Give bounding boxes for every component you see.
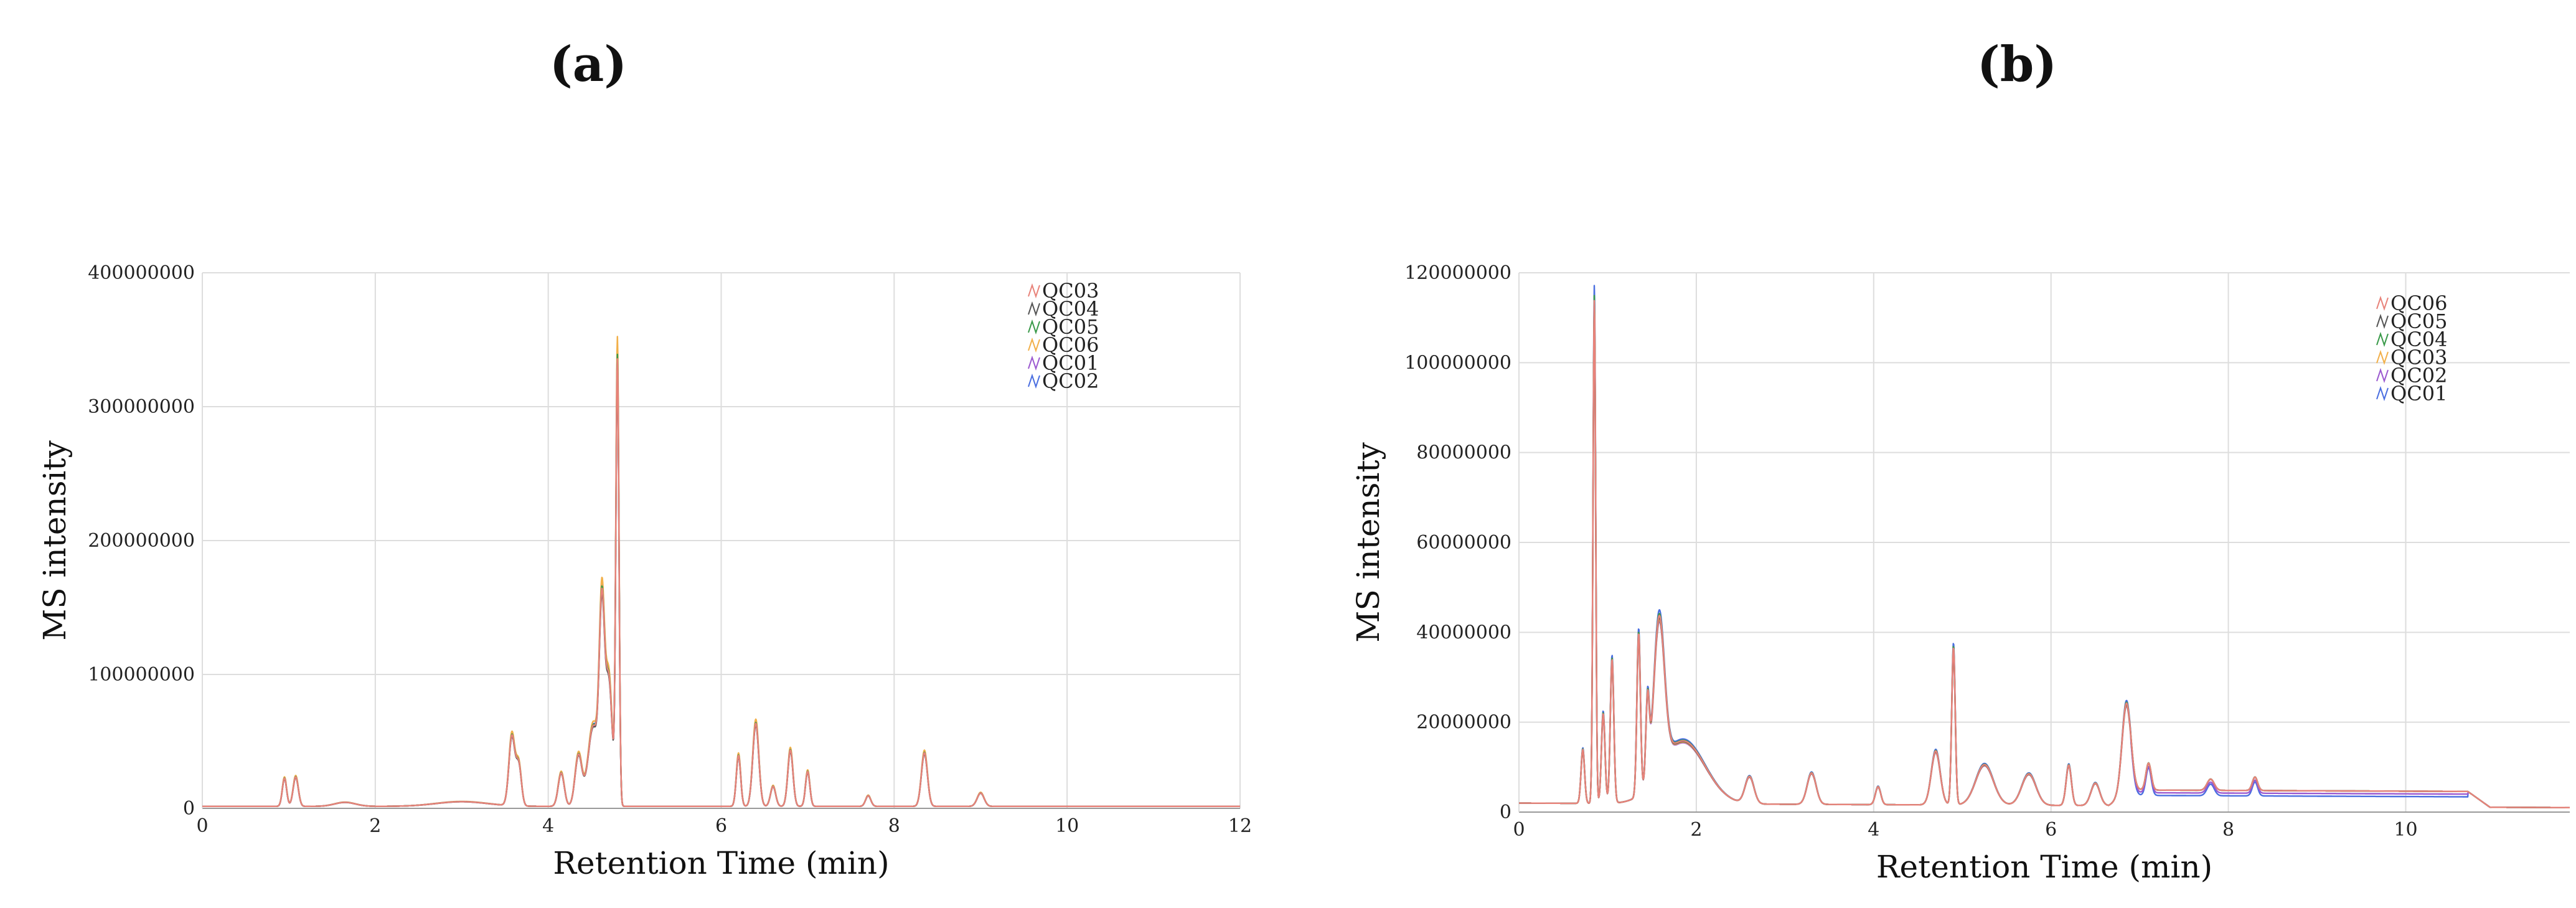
y-tick-label: 0: [183, 798, 195, 820]
x-tick-label: 8: [2222, 819, 2234, 841]
y-tick-label: 80000000: [1416, 442, 1511, 464]
x-axis-title: Retention Time (min): [1876, 849, 2212, 885]
legend-label-qc04: QC04: [1042, 297, 1099, 321]
x-tick-label: 12: [1228, 815, 1252, 837]
legend-swatch-qc06: [1028, 337, 1040, 353]
panel-label-a: (a): [549, 36, 628, 93]
y-tick-label: 200000000: [88, 530, 195, 552]
y-tick-label: 400000000: [88, 262, 195, 284]
y-axis-title: MS intensity: [37, 440, 73, 641]
legend-label-qc05: QC05: [1042, 315, 1099, 339]
legend-label-qc05: QC05: [2390, 310, 2447, 333]
legend-swatch-qc02: [1028, 373, 1040, 389]
x-tick-label: 10: [2394, 819, 2417, 841]
x-tick-label: 4: [542, 815, 554, 837]
x-tick-label: 8: [888, 815, 900, 837]
y-tick-label: 40000000: [1416, 622, 1511, 643]
series-line-qc03: [202, 358, 1241, 807]
legend-swatch-qc04: [1028, 301, 1040, 317]
x-tick-label: 6: [715, 815, 727, 837]
y-tick-label: 60000000: [1416, 532, 1511, 554]
legend-label-qc04: QC04: [2390, 328, 2447, 351]
y-tick-label: 100000000: [88, 664, 195, 686]
legend-swatch-qc05: [1028, 319, 1040, 335]
legend-label-qc01: QC01: [1042, 351, 1099, 375]
x-tick-label: 0: [1513, 819, 1525, 841]
x-axis-title: Retention Time (min): [553, 845, 889, 881]
x-tick-label: 0: [196, 815, 208, 837]
legend-swatch-qc02: [2376, 367, 2389, 384]
legend-swatch-qc03: [1028, 283, 1040, 299]
legend-swatch-qc03: [2376, 349, 2389, 366]
x-tick-label: 10: [1055, 815, 1079, 837]
y-tick-label: 120000000: [1404, 262, 1511, 284]
legend-label-qc02: QC02: [2390, 364, 2447, 387]
legend-swatch-qc06: [2376, 295, 2389, 311]
chart-a-plot: 0 2 4 6 8 10 12 0 100000000 200000000 300000000 400…: [37, 262, 1252, 881]
x-tick-label: 2: [1690, 819, 1702, 841]
series-line-qc06: [1518, 300, 2570, 808]
y-tick-label: 0: [1500, 802, 1511, 823]
legend-swatch-qc01: [1028, 355, 1040, 371]
y-tick-label: 20000000: [1416, 712, 1511, 734]
legend-label-qc01: QC01: [2390, 382, 2447, 405]
legend-label-qc03: QC03: [1042, 279, 1099, 303]
x-tick-label: 6: [2045, 819, 2057, 841]
legend-swatch-qc01: [2376, 385, 2389, 402]
x-tick-label: 4: [1868, 819, 1879, 841]
legend-swatch-qc04: [2376, 331, 2389, 348]
legend-label-qc06: QC06: [1042, 333, 1099, 357]
panel-label-b: (b): [1977, 36, 2057, 93]
legend-swatch-qc05: [2376, 313, 2389, 329]
y-tick-label: 100000000: [1404, 352, 1511, 374]
legend-label-qc02: QC02: [1042, 369, 1099, 393]
chart-b-plot: 0 2 4 6 8 10 0 20000000 40000000 60000000 80000000…: [1350, 262, 2570, 885]
y-axis-title: MS intensity: [1350, 442, 1386, 643]
x-tick-label: 2: [369, 815, 381, 837]
legend-label-qc03: QC03: [2390, 346, 2447, 369]
legend-label-qc06: QC06: [2390, 291, 2447, 315]
y-tick-label: 300000000: [88, 396, 195, 418]
